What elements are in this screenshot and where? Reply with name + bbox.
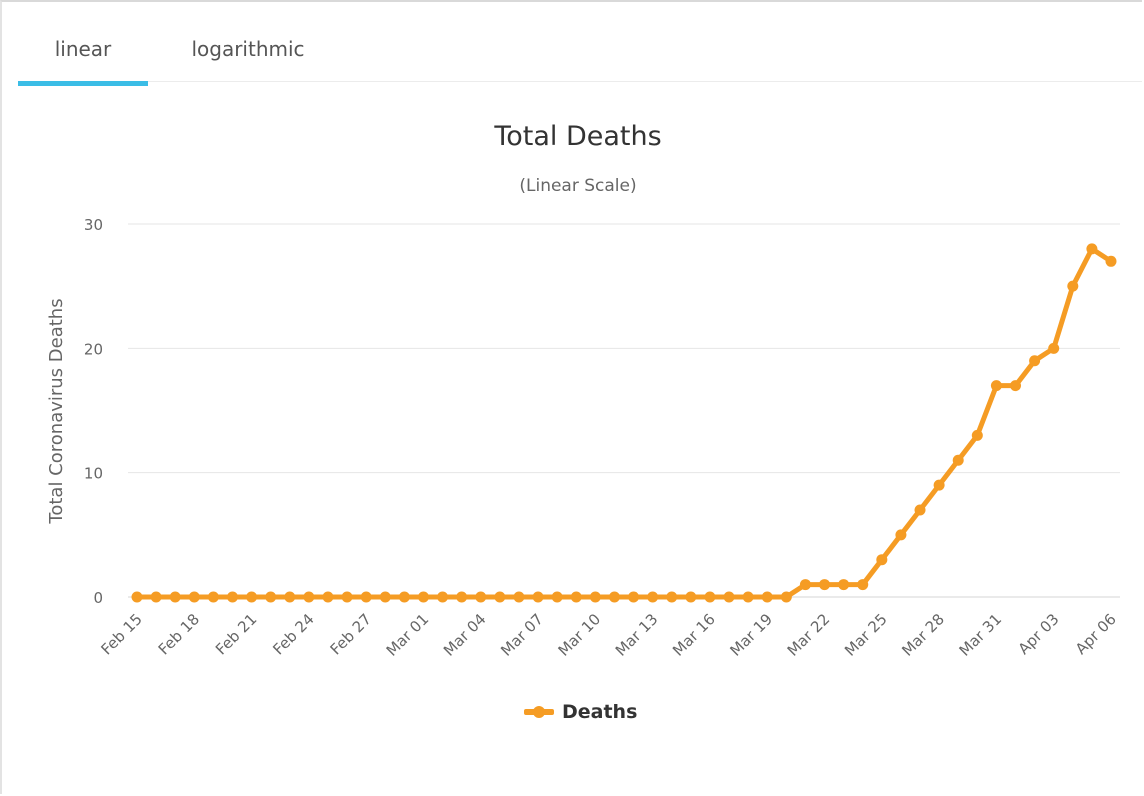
data-point[interactable]	[933, 479, 945, 491]
data-point[interactable]	[226, 591, 238, 603]
data-point[interactable]	[971, 429, 983, 441]
x-tick-label: Apr 06	[1072, 610, 1120, 658]
data-point[interactable]	[341, 591, 353, 603]
x-tick-label: Feb 21	[212, 610, 260, 658]
data-point[interactable]	[284, 591, 296, 603]
data-point[interactable]	[589, 591, 601, 603]
y-axis-title: Total Coronavirus Deaths	[46, 298, 67, 524]
chart-subtitle: (Linear Scale)	[519, 176, 636, 196]
data-point[interactable]	[723, 591, 735, 603]
data-point[interactable]	[322, 591, 334, 603]
data-point[interactable]	[513, 591, 525, 603]
data-point[interactable]	[150, 591, 162, 603]
data-point[interactable]	[1010, 380, 1022, 392]
data-point[interactable]	[303, 591, 315, 603]
data-point[interactable]	[647, 591, 659, 603]
x-tick-label: Mar 07	[497, 610, 547, 660]
chart-title: Total Deaths	[493, 121, 661, 152]
data-point[interactable]	[895, 529, 907, 541]
x-tick-label: Feb 27	[327, 610, 375, 658]
data-point[interactable]	[666, 591, 678, 603]
data-point[interactable]	[704, 591, 716, 603]
data-point[interactable]	[742, 591, 754, 603]
data-point[interactable]	[685, 591, 697, 603]
data-point[interactable]	[952, 454, 964, 466]
tab-logarithmic[interactable]: logarithmic	[191, 37, 305, 61]
data-point[interactable]	[379, 591, 391, 603]
data-point[interactable]	[437, 591, 449, 603]
data-point[interactable]	[207, 591, 219, 603]
x-tick-label: Apr 03	[1015, 610, 1063, 658]
y-tick-label: 30	[84, 216, 103, 234]
data-point[interactable]	[799, 579, 811, 591]
data-point[interactable]	[780, 591, 792, 603]
data-point[interactable]	[417, 591, 429, 603]
data-point[interactable]	[456, 591, 468, 603]
data-point[interactable]	[360, 591, 372, 603]
data-point[interactable]	[838, 579, 850, 591]
active-tab-indicator	[18, 81, 148, 86]
x-tick-label: Mar 22	[784, 610, 834, 660]
data-point[interactable]	[819, 579, 831, 591]
x-tick-label: Feb 24	[269, 610, 317, 658]
data-point[interactable]	[532, 591, 544, 603]
data-point[interactable]	[1029, 355, 1041, 367]
x-tick-label: Mar 13	[612, 610, 662, 660]
grid-lines	[128, 223, 1120, 598]
x-tick-label: Mar 31	[956, 610, 1006, 660]
data-point[interactable]	[169, 591, 181, 603]
x-tick-label: Mar 01	[383, 610, 433, 660]
data-point[interactable]	[398, 591, 410, 603]
data-point[interactable]	[990, 380, 1002, 392]
data-point[interactable]	[494, 591, 506, 603]
x-tick-label: Mar 16	[669, 610, 719, 660]
series-markers	[131, 243, 1117, 603]
x-tick-label: Feb 15	[97, 610, 145, 658]
scale-tabs: linear logarithmic	[18, 18, 1142, 86]
data-point[interactable]	[551, 591, 563, 603]
y-axis-ticks: 0 10 20 30	[84, 216, 103, 607]
legend-dot	[533, 706, 545, 718]
data-point[interactable]	[761, 591, 773, 603]
y-tick-label: 20	[84, 340, 103, 358]
x-axis-ticks: Feb 15 Feb 18 Feb 21 Feb 24 Feb 27 Mar 01 Mar …	[97, 610, 1119, 660]
legend-item-deaths[interactable]: Deaths	[524, 700, 637, 724]
legend-label: Deaths	[562, 701, 638, 723]
data-point[interactable]	[570, 591, 582, 603]
x-tick-label: Mar 25	[841, 610, 891, 660]
series-line-deaths	[134, 246, 1114, 600]
y-tick-label: 0	[93, 589, 103, 607]
x-tick-label: Feb 18	[155, 610, 203, 658]
x-tick-label: Mar 19	[726, 610, 776, 660]
y-tick-label: 10	[84, 465, 103, 483]
data-point[interactable]	[246, 591, 258, 603]
data-point[interactable]	[1048, 342, 1060, 354]
data-point[interactable]	[188, 591, 200, 603]
data-point[interactable]	[857, 579, 869, 591]
data-point[interactable]	[1105, 255, 1117, 267]
data-point[interactable]	[265, 591, 277, 603]
tab-linear[interactable]: linear	[54, 37, 112, 61]
data-point[interactable]	[131, 591, 143, 603]
x-tick-label: Mar 04	[440, 610, 490, 660]
data-point[interactable]	[1067, 280, 1079, 292]
data-point[interactable]	[475, 591, 487, 603]
data-point[interactable]	[914, 504, 926, 516]
legend-symbol	[524, 700, 554, 724]
x-tick-label: Mar 10	[555, 610, 605, 660]
data-point[interactable]	[608, 591, 620, 603]
data-point[interactable]	[628, 591, 640, 603]
x-tick-label: Mar 28	[898, 610, 948, 660]
data-point[interactable]	[1086, 243, 1098, 255]
data-point[interactable]	[876, 554, 888, 566]
